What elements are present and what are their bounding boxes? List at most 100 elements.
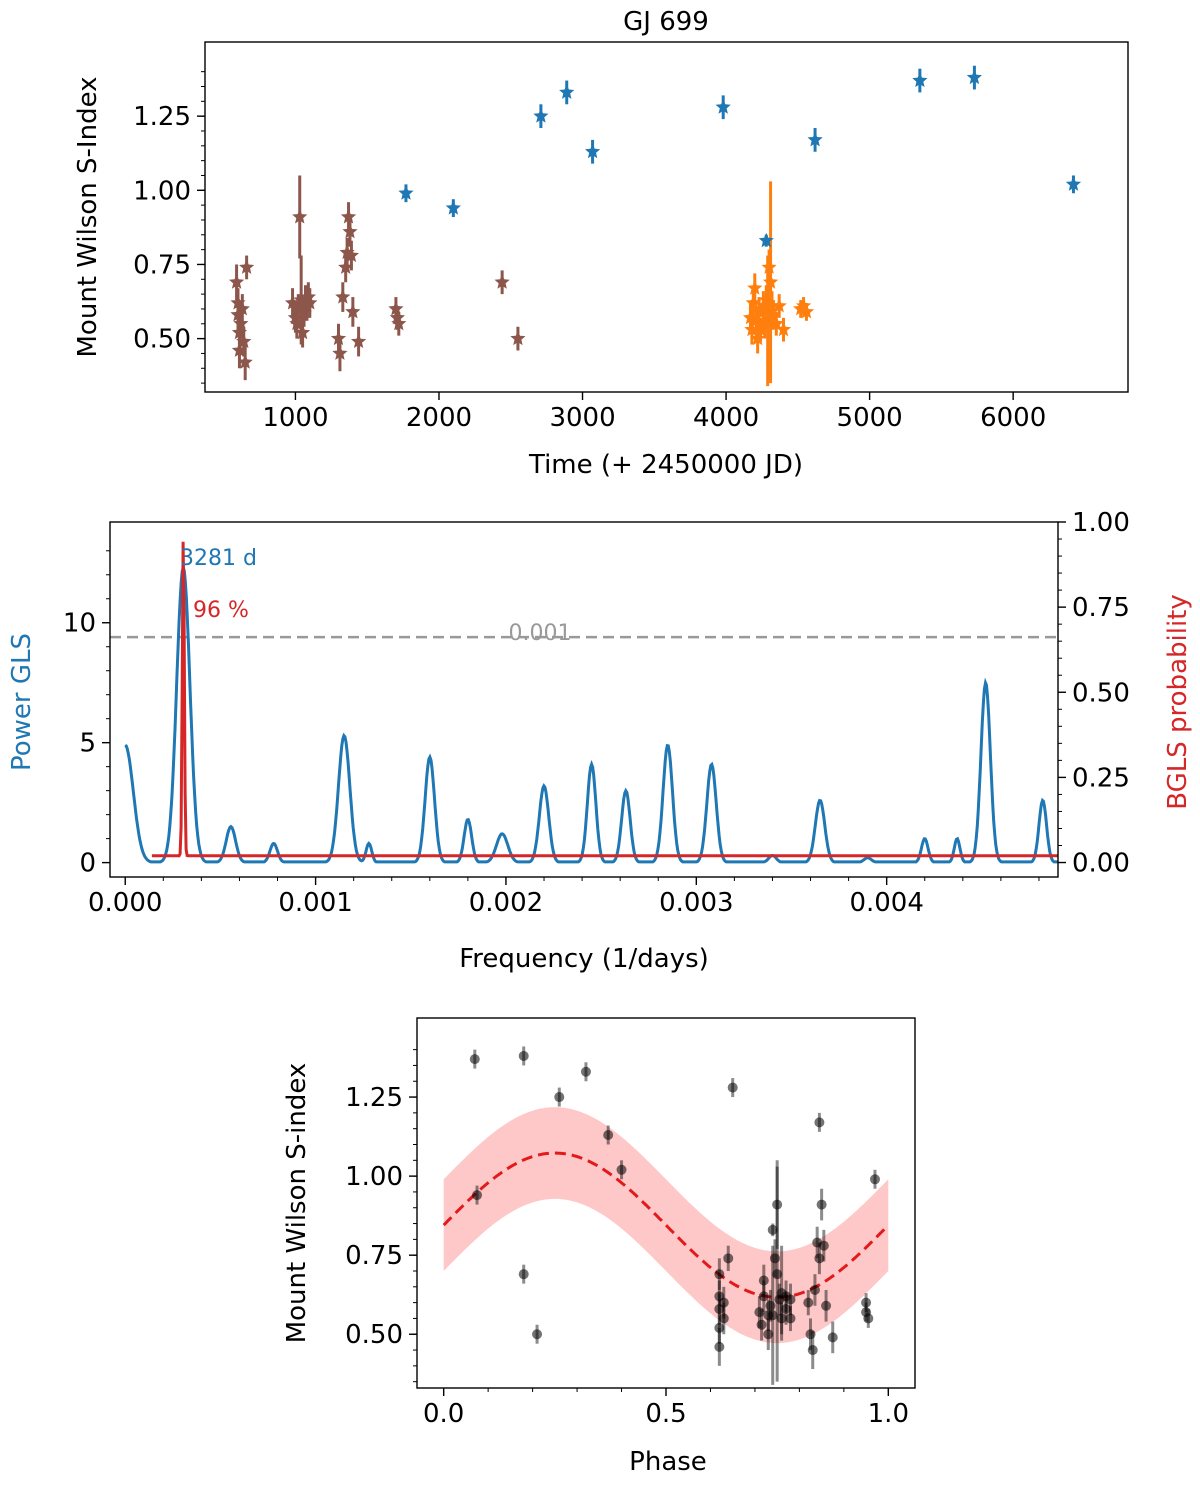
frequency-axis-label: Frequency (1/days) xyxy=(459,944,709,974)
phase-point xyxy=(758,1275,769,1286)
time-series-data xyxy=(229,65,1082,387)
peak-probability-label: 96 % xyxy=(193,598,249,623)
phase-point xyxy=(472,1190,483,1201)
time-series-point-brown xyxy=(332,345,348,360)
phase-point xyxy=(809,1284,820,1295)
fap-threshold-label: 0.001 xyxy=(509,621,572,646)
phase-point xyxy=(816,1199,827,1210)
phase-point xyxy=(769,1253,780,1264)
x-tick-label: 0.0 xyxy=(423,1399,464,1429)
x-tick-label: 5000 xyxy=(837,403,903,433)
time-series-point-blue xyxy=(966,69,982,85)
frequency-axis-ticks: 0.000 0.001 0.002 0.003 0.004 xyxy=(88,877,1040,918)
periodogram-panel: 0.001 3281 d 96 % 0.000 0.001 0.002 0.003 0.… xyxy=(7,508,1193,974)
phase-point xyxy=(814,1117,825,1128)
time-series-point-orange xyxy=(763,274,779,289)
time-series-point-brown xyxy=(351,333,367,348)
phase-s-index-axis-ticks: 0.50 0.75 1.00 1.25 xyxy=(345,1049,417,1383)
phase-point xyxy=(580,1066,591,1077)
time-series-point-brown xyxy=(292,209,308,224)
s-index-axis-ticks: 0.50 0.75 1.00 1.25 xyxy=(133,71,205,384)
s-index-axis-label: Mount Wilson S-Index xyxy=(73,77,103,358)
x-tick-label: 4000 xyxy=(693,403,759,433)
phase-point xyxy=(781,1303,792,1314)
y-tick-label: 0.75 xyxy=(345,1241,403,1271)
phase-point xyxy=(807,1345,818,1356)
time-axis-ticks: 1000 2000 3000 4000 5000 6000 xyxy=(262,392,1046,433)
phase-axis-label: Phase xyxy=(629,1447,707,1477)
time-series-point-blue xyxy=(1065,176,1082,191)
phase-point xyxy=(776,1313,787,1324)
time-series-frame xyxy=(204,41,1129,393)
time-series-point-brown xyxy=(345,303,361,319)
time-series-point-blue xyxy=(715,99,731,114)
phase-point xyxy=(518,1269,529,1280)
phase-point xyxy=(818,1240,829,1251)
time-series-point-brown xyxy=(510,330,526,346)
phase-point xyxy=(821,1300,832,1311)
x-tick-label: 0.002 xyxy=(469,888,543,918)
phase-point xyxy=(863,1313,874,1324)
phase-point xyxy=(758,1291,769,1302)
y-tick-label: 10 xyxy=(63,609,96,639)
phase-point xyxy=(827,1332,838,1343)
power-axis-ticks: 0 5 10 xyxy=(63,550,110,879)
x-tick-label: 0.000 xyxy=(88,888,162,918)
time-series-point-brown xyxy=(340,209,357,224)
phase-folded-panel: 0.0 0.5 1.0 0.50 0.75 1.00 1.25 Phase Mount W… xyxy=(282,1017,916,1477)
x-tick-label: 1000 xyxy=(262,403,328,433)
time-series-point-blue xyxy=(912,72,928,87)
time-series-point-brown xyxy=(343,247,359,262)
phase-point xyxy=(518,1050,529,1061)
time-series-point-orange xyxy=(771,298,787,313)
time-series-point-brown xyxy=(302,295,318,310)
y-tick-label: 0 xyxy=(79,849,96,879)
phase-point xyxy=(785,1294,796,1305)
x-tick-label: 0.004 xyxy=(849,888,923,918)
phase-point xyxy=(714,1322,725,1333)
time-series-point-orange xyxy=(798,303,815,319)
phase-point xyxy=(714,1341,725,1352)
phase-point xyxy=(767,1224,778,1235)
time-series-point-brown xyxy=(494,274,510,289)
phase-point xyxy=(772,1269,783,1280)
time-series-point-brown xyxy=(342,223,358,239)
time-series-point-orange xyxy=(775,321,792,337)
y-tick-label: 1.00 xyxy=(345,1162,403,1192)
phase-point xyxy=(714,1269,725,1280)
y-tick-label: 0.75 xyxy=(1072,593,1130,623)
phase-point xyxy=(532,1329,543,1340)
y-tick-label: 0.75 xyxy=(133,250,191,280)
phase-point xyxy=(772,1199,783,1210)
time-series-point-brown xyxy=(335,289,351,304)
y-tick-label: 0.00 xyxy=(1072,849,1130,879)
time-series-point-blue xyxy=(398,185,414,200)
bgls-probability-curve xyxy=(151,541,1058,858)
phase-point xyxy=(616,1164,627,1175)
time-series-point-brown xyxy=(237,354,253,369)
phase-point xyxy=(765,1300,776,1311)
time-series-point-orange xyxy=(747,280,763,295)
gls-power-curve xyxy=(124,562,1058,864)
phase-point xyxy=(803,1297,814,1308)
phase-point xyxy=(718,1297,729,1308)
x-tick-label: 2000 xyxy=(406,403,472,433)
time-series-panel: GJ 699 1000 2000 3000 4000 5000 6000 0.50 0.75… xyxy=(73,7,1129,480)
phase-point xyxy=(727,1082,738,1093)
x-tick-label: 1.0 xyxy=(868,1399,909,1429)
model-uncertainty-band xyxy=(443,1107,889,1344)
y-tick-label: 1.25 xyxy=(133,102,191,132)
phase-point xyxy=(869,1174,880,1185)
phase-point xyxy=(767,1310,778,1321)
time-axis-label: Time (+ 2450000 JD) xyxy=(528,450,803,480)
phase-point xyxy=(754,1307,765,1318)
time-series-point-brown xyxy=(295,324,311,340)
phase-point xyxy=(785,1313,796,1324)
time-series-point-blue xyxy=(559,84,575,99)
time-series-point-blue xyxy=(758,232,774,248)
phase-point xyxy=(723,1253,734,1264)
time-series-point-blue xyxy=(585,143,601,159)
phase-point xyxy=(763,1329,774,1340)
x-tick-label: 0.003 xyxy=(659,888,733,918)
